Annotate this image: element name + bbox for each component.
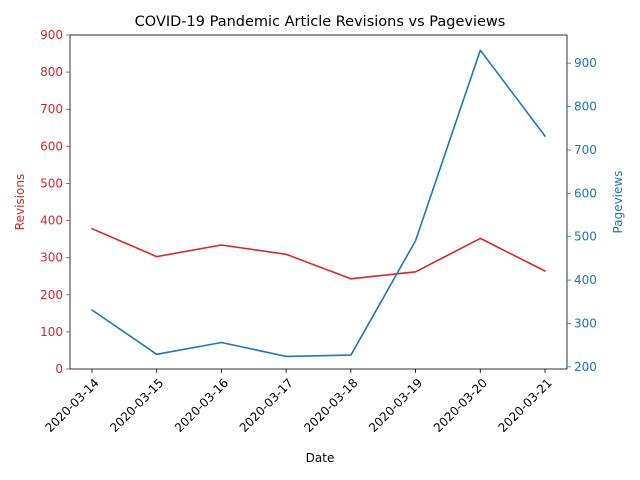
x-tick-label: 2020-03-18 (301, 376, 360, 435)
right-y-tick-label: 400 (574, 273, 597, 287)
right-y-tick-label: 300 (574, 316, 597, 330)
left-y-tick-label: 400 (40, 214, 63, 228)
left-y-tick-label: 200 (40, 288, 63, 302)
x-tick-label: 2020-03-20 (431, 376, 490, 435)
left-y-tick-label: 300 (40, 251, 63, 265)
right-y-axis-label: Pageviews (611, 171, 625, 234)
chart-title: COVID-19 Pandemic Article Revisions vs P… (135, 14, 506, 30)
right-y-tick-label: 500 (574, 230, 597, 244)
left-y-tick-label: 600 (40, 139, 63, 153)
x-tick-label: 2020-03-16 (172, 376, 231, 435)
series-line-revisions (91, 227, 546, 280)
series-line-pageviews (91, 49, 546, 358)
left-y-axis-label: Revisions (13, 174, 27, 230)
x-tick-label: 2020-03-15 (107, 376, 166, 435)
right-y-tick-label: 200 (574, 360, 597, 374)
right-y-tick-label: 600 (574, 186, 597, 200)
left-y-tick-label: 900 (40, 28, 63, 42)
x-tick-label: 2020-03-21 (496, 376, 555, 435)
x-tick-label: 2020-03-14 (43, 376, 102, 435)
right-y-tick-label: 900 (574, 56, 597, 70)
plot-frame (69, 34, 568, 370)
left-y-tick-label: 100 (40, 325, 63, 339)
left-y-tick-label: 800 (40, 65, 63, 79)
right-y-tick-label: 800 (574, 100, 597, 114)
x-tick-label: 2020-03-19 (366, 376, 425, 435)
x-axis-label: Date (306, 451, 335, 465)
x-tick-label: 2020-03-17 (237, 376, 296, 435)
right-y-tick-label: 700 (574, 143, 597, 157)
left-y-tick-label: 700 (40, 102, 63, 116)
left-y-tick-label: 0 (55, 362, 63, 376)
left-y-tick-label: 500 (40, 176, 63, 190)
